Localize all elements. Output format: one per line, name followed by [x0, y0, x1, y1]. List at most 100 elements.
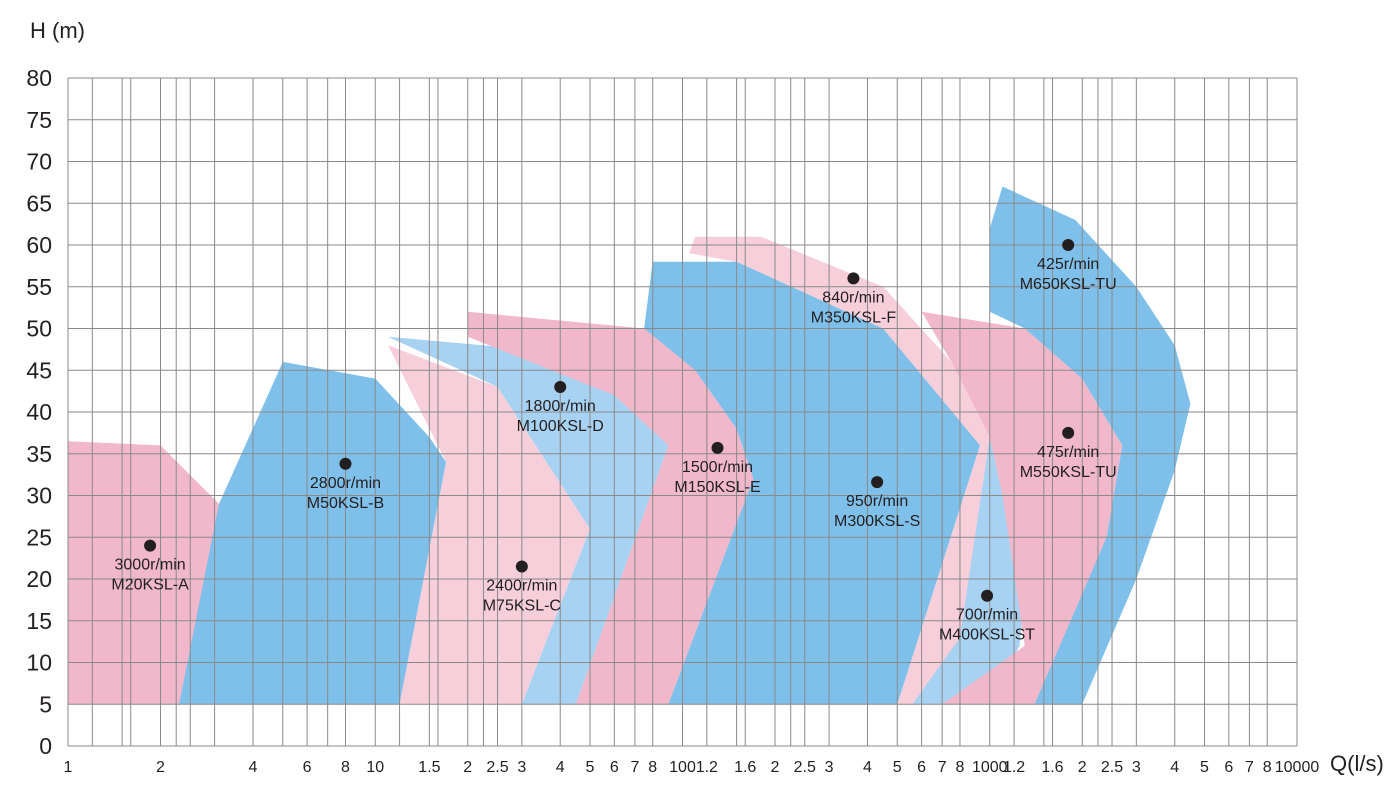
y-tick-label: 0 [39, 733, 52, 759]
x-tick-label: 2 [463, 759, 472, 776]
x-tick-label: 7 [938, 759, 947, 776]
x-tick-label: 7 [630, 759, 639, 776]
x-tick-label: 3 [825, 759, 834, 776]
region-m300ksl-s [644, 261, 981, 705]
speed-label-m100ksl-d: 1800r/min [525, 398, 596, 415]
x-tick-label: 1000 [972, 759, 1008, 776]
model-label-m20ksl-a: M20KSL-A [111, 577, 189, 594]
model-label-m150ksl-e: M150KSL-E [674, 479, 760, 496]
x-tick-label: 1.6 [1041, 759, 1063, 776]
speed-label-m350ksl-f: 840r/min [822, 289, 884, 306]
x-tick-label: 1.6 [734, 759, 756, 776]
marker-m550ksl-tu [1062, 426, 1075, 439]
marker-m20ksl-a [144, 539, 157, 552]
x-axis-ticks: 1 2 4 6 8 10 1.5 2 2.5 3 4 5 6 7 8 100 1.2 1.6 2 2.5 3 4 5 6 7 8 1… [64, 759, 1320, 776]
x-tick-label: 10 [366, 759, 384, 776]
model-label-m350ksl-f: M350KSL-F [811, 309, 897, 326]
x-tick-label: 2 [771, 759, 780, 776]
y-tick-label: 5 [39, 691, 52, 717]
region-m50ksl-b [179, 361, 447, 705]
speed-label-m650ksl-tu: 425r/min [1037, 256, 1099, 273]
region-m150ksl-e [467, 311, 754, 705]
x-tick-label: 6 [1224, 759, 1233, 776]
marker-m400ksl-st [981, 589, 994, 602]
x-tick-label: 4 [863, 759, 872, 776]
y-tick-label: 80 [26, 65, 52, 91]
x-tick-label: 1.2 [696, 759, 718, 776]
model-label-m300ksl-s: M300KSL-S [834, 513, 920, 530]
region-m75ksl-c [388, 345, 590, 705]
y-tick-label: 30 [26, 483, 52, 509]
speed-label-m300ksl-s: 950r/min [846, 493, 908, 510]
y-tick-label: 70 [26, 149, 52, 175]
marker-m100ksl-d [554, 380, 567, 393]
x-tick-label: 1.2 [1003, 759, 1025, 776]
x-tick-label: 6 [610, 759, 619, 776]
x-tick-label: 100 [669, 759, 696, 776]
y-tick-label: 40 [26, 399, 52, 425]
region-m100ksl-d [388, 336, 669, 705]
y-tick-label: 15 [26, 608, 52, 634]
speed-label-m150ksl-e: 1500r/min [682, 459, 753, 476]
region-markers: 3000r/min M20KSL-A 2800r/min M50KSL-B 2400r/… [111, 239, 1117, 644]
speed-label-m75ksl-c: 2400r/min [486, 577, 557, 594]
y-tick-label: 35 [26, 441, 52, 467]
x-tick-label: 8 [1263, 759, 1272, 776]
region-m550ksl-tu [921, 311, 1123, 705]
y-axis-title: H (m) [30, 18, 85, 43]
y-tick-label: 45 [26, 357, 52, 383]
x-tick-label: 4 [556, 759, 565, 776]
y-tick-label: 75 [26, 107, 52, 133]
x-tick-label: 3 [1132, 759, 1141, 776]
x-tick-label: 8 [648, 759, 657, 776]
speed-label-m400ksl-st: 700r/min [956, 607, 1018, 624]
x-axis-title: Q(l/s) [1330, 751, 1384, 776]
marker-m300ksl-s [871, 476, 884, 489]
y-tick-label: 60 [26, 232, 52, 258]
x-tick-label: 2.5 [1101, 759, 1123, 776]
x-tick-label: 1 [64, 759, 73, 776]
y-tick-label: 10 [26, 650, 52, 676]
x-tick-label: 4 [1170, 759, 1179, 776]
x-tick-label: 2.5 [794, 759, 816, 776]
region-m350ksl-f [689, 236, 990, 705]
y-tick-label: 20 [26, 566, 52, 592]
chart-grid [67, 77, 1298, 747]
x-tick-label: 2 [1078, 759, 1087, 776]
speed-label-m50ksl-b: 2800r/min [310, 475, 381, 492]
model-label-m650ksl-tu: M650KSL-TU [1020, 276, 1117, 293]
x-tick-label: 8 [341, 759, 350, 776]
x-tick-label: 4 [249, 759, 258, 776]
x-tick-label: 10000 [1275, 759, 1320, 776]
marker-m75ksl-c [515, 560, 528, 573]
y-axis-ticks: 0 5 10 15 20 25 30 35 40 45 50 55 60 65 70 75 80 [26, 65, 52, 759]
model-label-m50ksl-b: M50KSL-B [307, 495, 384, 512]
speed-label-m20ksl-a: 3000r/min [115, 557, 186, 574]
speed-label-m550ksl-tu: 475r/min [1037, 444, 1099, 461]
model-label-m400ksl-st: M400KSL-ST [939, 627, 1035, 644]
marker-m150ksl-e [711, 441, 724, 454]
y-tick-label: 25 [26, 524, 52, 550]
x-tick-label: 6 [303, 759, 312, 776]
performance-regions [68, 186, 1191, 705]
x-tick-label: 5 [1200, 759, 1209, 776]
marker-m50ksl-b [339, 457, 352, 470]
marker-m350ksl-f [847, 272, 860, 285]
x-tick-label: 3 [517, 759, 526, 776]
region-m400ksl-st [912, 437, 1025, 705]
x-tick-label: 6 [917, 759, 926, 776]
model-label-m75ksl-c: M75KSL-C [483, 597, 561, 614]
y-tick-label: 55 [26, 274, 52, 300]
y-tick-label: 50 [26, 316, 52, 342]
x-tick-label: 5 [586, 759, 595, 776]
x-tick-label: 2.5 [486, 759, 508, 776]
x-tick-label: 7 [1245, 759, 1254, 776]
y-tick-label: 65 [26, 190, 52, 216]
x-tick-label: 8 [956, 759, 965, 776]
region-m650ksl-tu [989, 186, 1191, 705]
x-tick-label: 5 [893, 759, 902, 776]
model-label-m100ksl-d: M100KSL-D [517, 418, 604, 435]
x-tick-label: 1.5 [418, 759, 440, 776]
x-tick-label: 2 [156, 759, 165, 776]
